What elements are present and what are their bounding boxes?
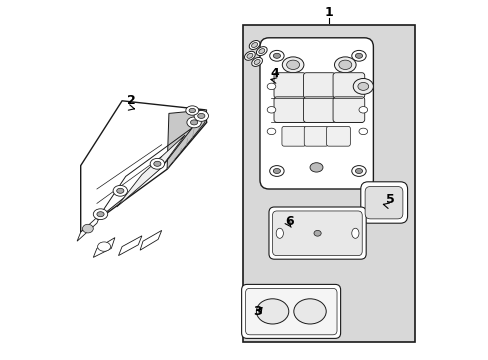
Ellipse shape <box>293 299 325 324</box>
FancyBboxPatch shape <box>332 97 364 122</box>
Ellipse shape <box>351 50 366 61</box>
Ellipse shape <box>197 113 204 118</box>
Ellipse shape <box>313 230 321 236</box>
Ellipse shape <box>244 51 255 60</box>
Polygon shape <box>81 101 206 232</box>
Ellipse shape <box>258 49 264 54</box>
Text: 3: 3 <box>252 305 261 318</box>
FancyBboxPatch shape <box>245 288 336 335</box>
Polygon shape <box>118 236 142 256</box>
FancyBboxPatch shape <box>365 186 402 219</box>
Text: 1: 1 <box>324 6 333 19</box>
Polygon shape <box>93 238 115 257</box>
Ellipse shape <box>186 117 201 128</box>
Ellipse shape <box>98 242 110 251</box>
Polygon shape <box>77 214 101 241</box>
Ellipse shape <box>286 60 299 69</box>
FancyBboxPatch shape <box>282 126 305 146</box>
Ellipse shape <box>251 42 257 48</box>
FancyBboxPatch shape <box>273 97 305 122</box>
Ellipse shape <box>355 53 362 58</box>
Polygon shape <box>140 230 162 250</box>
Ellipse shape <box>266 128 275 135</box>
FancyBboxPatch shape <box>326 126 349 146</box>
Ellipse shape <box>273 53 280 58</box>
FancyBboxPatch shape <box>272 211 362 256</box>
Ellipse shape <box>185 106 199 115</box>
Text: 2: 2 <box>126 94 135 107</box>
FancyBboxPatch shape <box>242 25 415 342</box>
Ellipse shape <box>351 166 366 176</box>
FancyBboxPatch shape <box>260 38 373 189</box>
FancyBboxPatch shape <box>332 73 364 98</box>
Ellipse shape <box>153 161 161 166</box>
Ellipse shape <box>97 212 104 217</box>
Ellipse shape <box>190 120 197 125</box>
Ellipse shape <box>251 58 262 66</box>
Ellipse shape <box>266 83 275 90</box>
FancyBboxPatch shape <box>303 97 335 122</box>
Ellipse shape <box>334 57 355 73</box>
Ellipse shape <box>358 128 367 135</box>
Ellipse shape <box>357 82 368 90</box>
Ellipse shape <box>93 209 107 220</box>
FancyBboxPatch shape <box>303 73 335 98</box>
Ellipse shape <box>82 224 93 233</box>
Ellipse shape <box>269 166 284 176</box>
FancyBboxPatch shape <box>360 182 407 223</box>
Polygon shape <box>117 135 185 207</box>
Ellipse shape <box>256 47 266 55</box>
Ellipse shape <box>351 228 358 238</box>
Ellipse shape <box>117 188 123 193</box>
Ellipse shape <box>358 107 367 113</box>
FancyBboxPatch shape <box>268 207 366 259</box>
Ellipse shape <box>113 185 127 196</box>
Ellipse shape <box>276 228 283 238</box>
Text: 4: 4 <box>270 67 279 80</box>
Ellipse shape <box>189 108 195 113</box>
Ellipse shape <box>338 60 351 69</box>
Ellipse shape <box>246 53 252 58</box>
Ellipse shape <box>273 168 280 174</box>
Ellipse shape <box>150 158 164 169</box>
Ellipse shape <box>249 41 260 49</box>
FancyBboxPatch shape <box>273 73 305 98</box>
Text: 5: 5 <box>385 193 394 206</box>
Ellipse shape <box>266 107 275 113</box>
Ellipse shape <box>358 83 367 90</box>
Ellipse shape <box>269 50 284 61</box>
Ellipse shape <box>254 59 260 64</box>
FancyBboxPatch shape <box>304 126 327 146</box>
Text: 6: 6 <box>285 215 293 228</box>
Ellipse shape <box>309 163 322 172</box>
Ellipse shape <box>355 168 362 174</box>
Ellipse shape <box>352 78 373 94</box>
FancyBboxPatch shape <box>241 284 340 338</box>
Ellipse shape <box>282 57 303 73</box>
Ellipse shape <box>256 299 288 324</box>
Polygon shape <box>167 110 206 169</box>
Ellipse shape <box>194 111 208 121</box>
